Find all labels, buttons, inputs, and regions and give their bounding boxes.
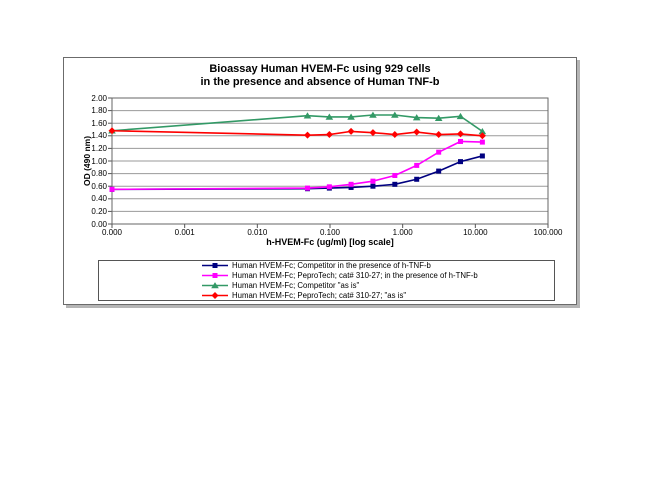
legend-marker-square [202,263,228,269]
chart-title-line1: Bioassay Human HVEM-Fc using 929 cells [209,63,431,75]
legend-label: Human HVEM-Fc; Competitor in the presenc… [232,261,431,271]
y-tick-label: 0.60 [91,181,107,191]
series-2-marker [348,181,354,187]
x-tick-label: 0.000 [101,228,123,237]
series-1-marker [479,153,485,159]
y-tick-label: 0.20 [91,206,107,216]
series-3-marker [456,112,465,120]
x-axis-title: h-HVEM-Fc (ug/ml) [log scale] [266,237,394,247]
series-line-1 [111,155,483,191]
series-1-marker [348,184,354,190]
series-1-marker [392,181,398,187]
series-line-4 [111,129,483,137]
legend-label: Human HVEM-Fc; Competitor "as is" [232,280,360,290]
series-2-marker [304,185,310,191]
series-4-marker [413,128,421,136]
series-4-marker [457,130,465,138]
series-line-3 [111,114,483,133]
legend-item: Human HVEM-Fc; Competitor in the presenc… [202,261,554,271]
y-tick-label: 1.00 [91,156,107,166]
y-tick-label: 1.40 [91,131,107,141]
y-tick-label: 0.00 [91,219,107,229]
legend-marker-diamond [202,291,228,299]
legend-item: Human HVEM-Fc; PeproTech; cat# 310-27; "… [202,290,554,300]
legend: Human HVEM-Fc; Competitor in the presenc… [98,260,555,301]
legend-item: Human HVEM-Fc; PeproTech; cat# 310-27; i… [202,271,554,281]
series-3-marker [347,113,355,120]
series-2-marker [458,138,464,144]
series-1-marker [458,159,464,165]
legend-marker-glyph [211,281,219,289]
series-4-marker [108,127,116,135]
series-1-marker [370,183,376,189]
series-2-marker [414,162,420,168]
series-3-marker [412,114,421,121]
series-2-marker [109,186,115,192]
series-3-marker [391,111,399,118]
series-line-2 [111,140,483,191]
series-4-marker [347,127,355,135]
series-4-marker [303,131,311,139]
series-1-marker [414,176,420,182]
series-3-marker [303,112,312,119]
series-3-marker [478,127,487,135]
series-4-marker [478,132,486,140]
series-2-marker [436,149,442,155]
legend-marker-triangle [202,281,228,289]
legend-label: Human HVEM-Fc; PeproTech; cat# 310-27; i… [232,271,478,281]
series-3-marker [369,111,377,118]
x-tick-label: 10.000 [463,228,488,237]
y-tick-label: 1.20 [91,143,107,153]
series-2-marker [370,178,376,184]
series-3-marker [325,113,334,120]
legend-marker-glyph [212,263,218,269]
series-4-marker [391,131,399,139]
legend-item: Human HVEM-Fc; Competitor "as is" [202,281,554,291]
y-tick-label: 0.80 [91,169,107,179]
legend-marker-glyph [211,291,219,299]
series-4-marker [369,129,377,137]
y-tick-label: 1.80 [91,106,107,116]
chart-title: Bioassay Human HVEM-Fc using 929 cells i… [63,63,577,89]
x-tick-label: 0.100 [319,228,341,237]
legend-label: Human HVEM-Fc; PeproTech; cat# 310-27; "… [232,290,407,300]
series-3-marker [434,114,443,121]
y-tick-label: 2.00 [91,93,107,103]
x-tick-label: 0.001 [174,228,195,237]
series-2-marker [392,172,398,178]
series-1-marker [436,168,442,174]
legend-marker-glyph [212,273,218,279]
y-tick-label: 0.40 [91,194,107,204]
legend-marker-square [202,273,228,279]
x-tick-label: 0.010 [247,228,268,237]
series-4-marker [325,131,333,139]
x-tick-label: 1.000 [392,228,413,237]
y-tick-label: 1.60 [91,118,107,128]
series-4-marker [435,131,443,139]
series-2-marker [479,139,485,145]
series-2-marker [326,184,332,190]
x-tick-label: 100.000 [533,228,563,237]
chart-title-line2: in the presence and absence of Human TNF… [200,76,440,88]
